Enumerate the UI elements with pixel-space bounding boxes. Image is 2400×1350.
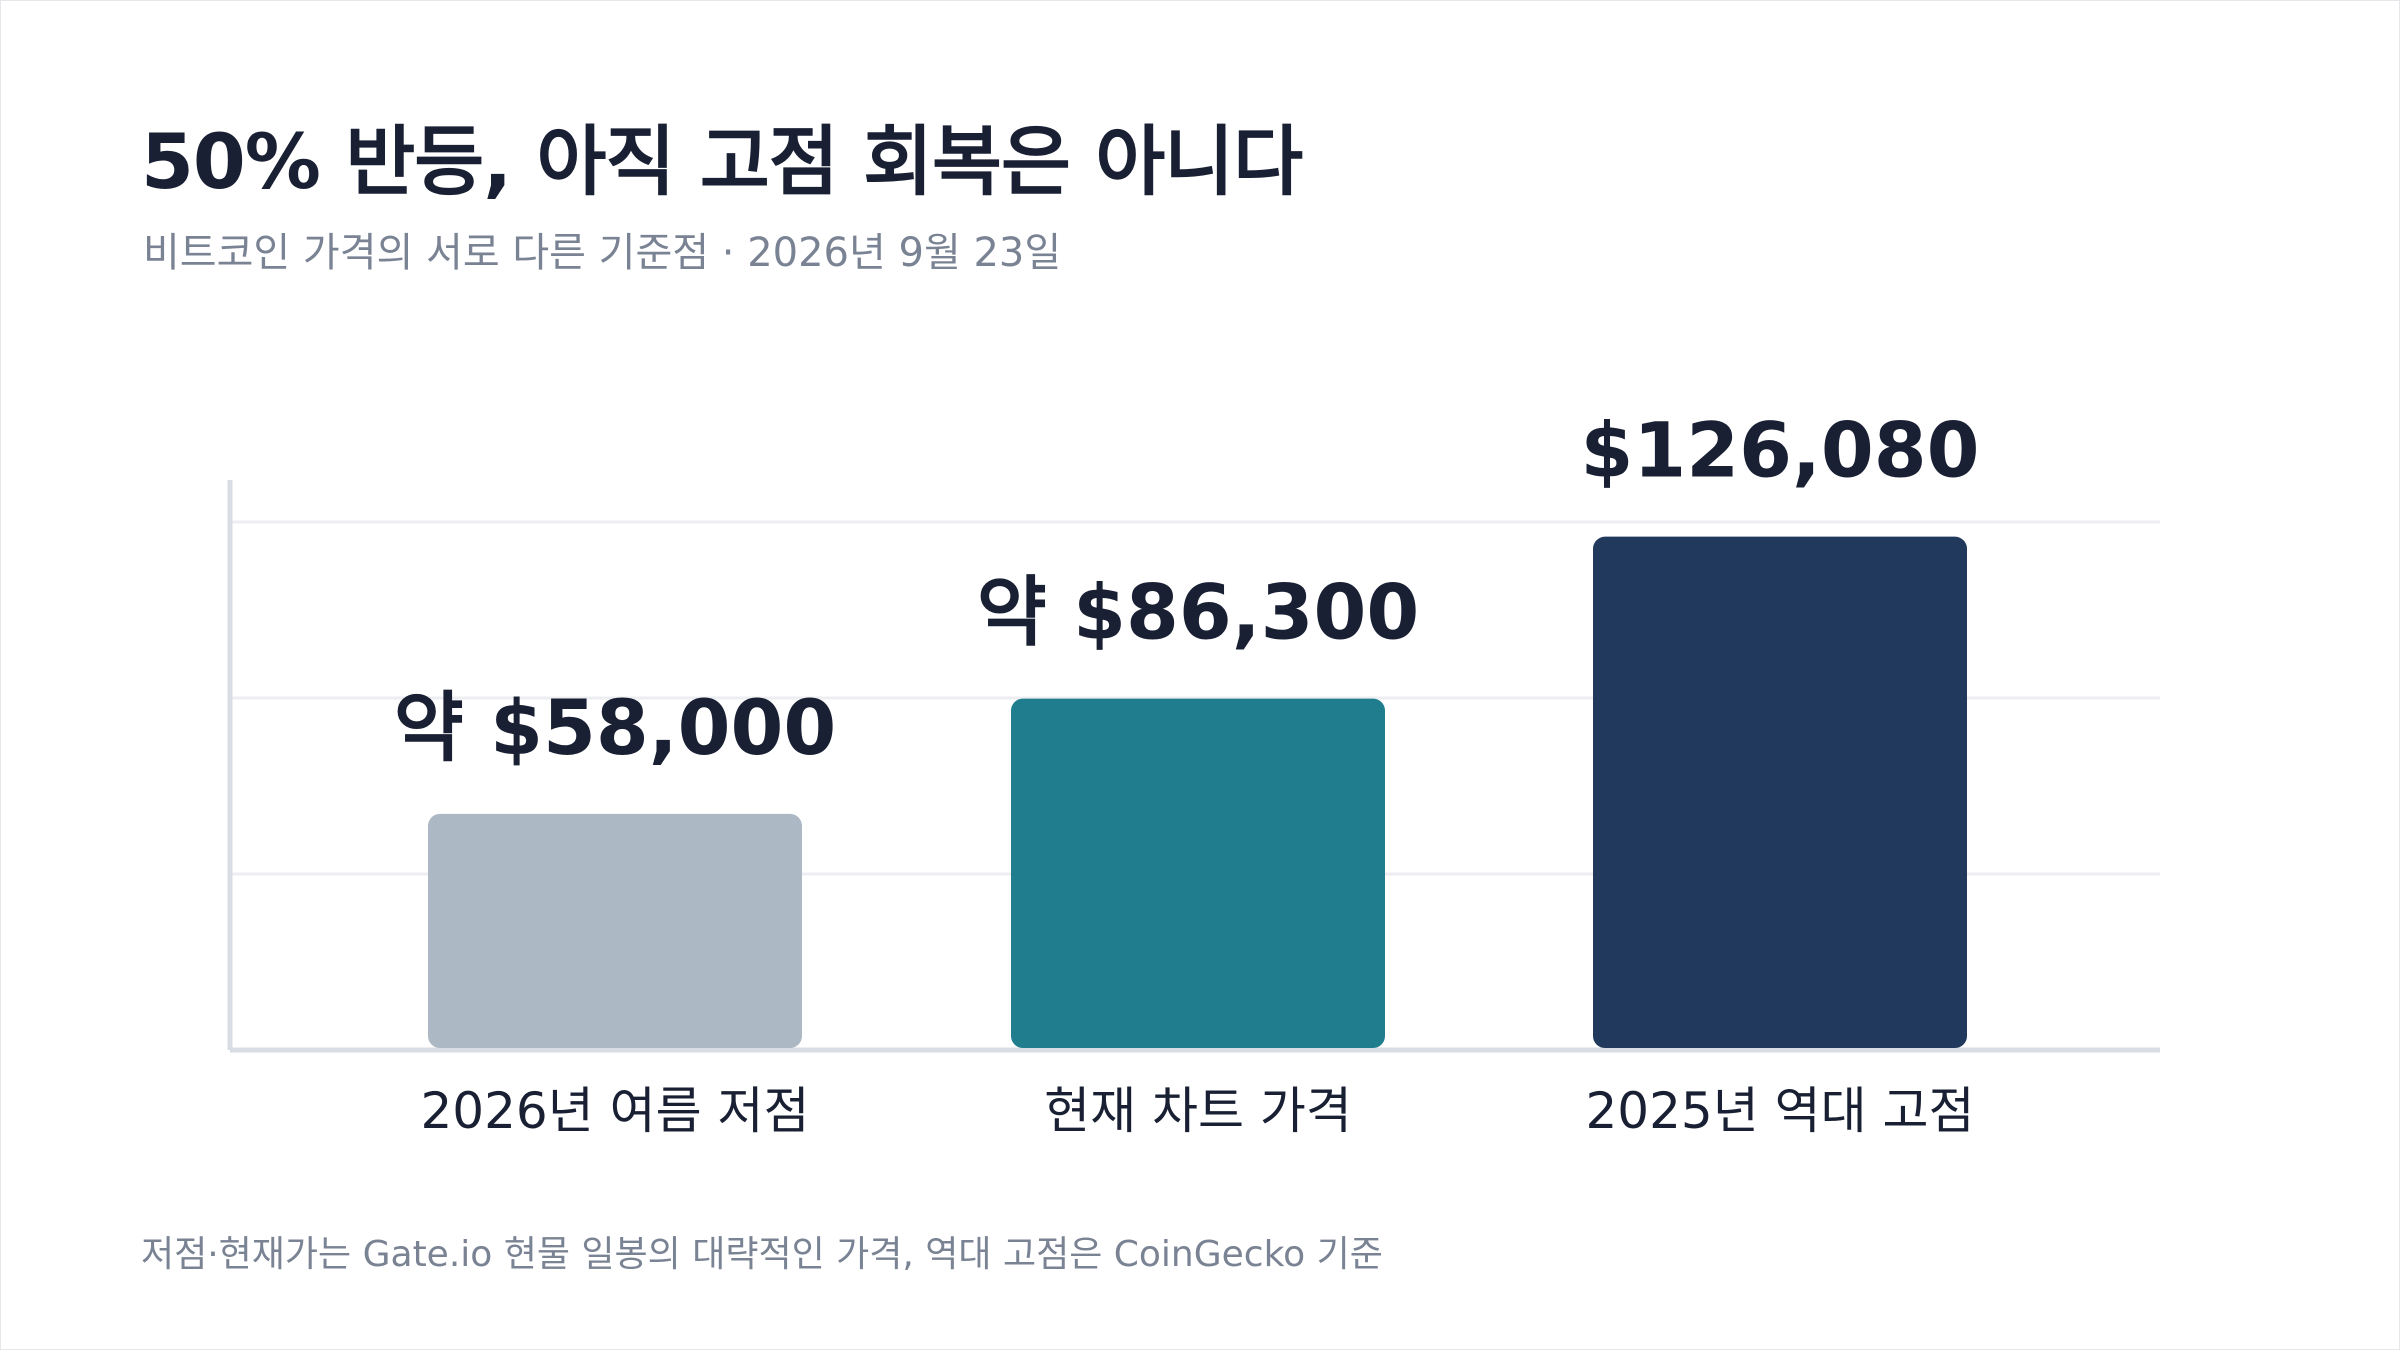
bar-value-label: 약 $86,300 [977, 568, 1420, 657]
bar [1593, 536, 1967, 1048]
bar [1011, 698, 1385, 1048]
chart-title: 50% 반등, 아직 고점 회복은 아니다 [141, 117, 1303, 206]
bar [428, 813, 802, 1048]
x-tick-label: 2026년 여름 저점 [420, 1082, 809, 1140]
x-tick-label: 현재 차트 가격 [1044, 1082, 1352, 1140]
bar-value-label: 약 $58,000 [394, 683, 837, 772]
chart-subtitle: 비트코인 가격의 서로 다른 기준점 · 2026년 9월 23일 [143, 230, 1062, 276]
chart-footnote: 저점·현재가는 Gate.io 현물 일봉의 대략적인 가격, 역대 고점은 C… [141, 1234, 1383, 1275]
x-tick-label: 2025년 역대 고점 [1585, 1082, 1974, 1140]
bar-value-label: $126,080 [1580, 406, 1979, 495]
